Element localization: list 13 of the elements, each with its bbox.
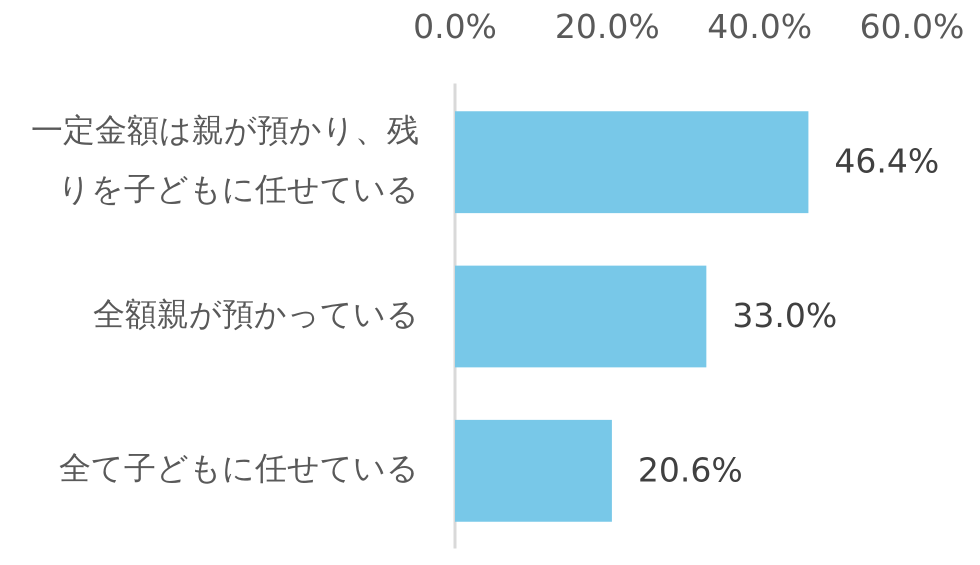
bar [455,111,808,214]
y-tick-label: 全て子どもに任せている [59,449,419,488]
x-tick-label: 0.0% [413,6,497,46]
data-label: 20.6% [638,450,743,490]
bar [455,266,706,368]
x-tick-label: 60.0% [860,6,964,46]
bar [455,420,612,522]
x-tick-label: 40.0% [707,6,812,46]
x-tick-label: 20.0% [554,6,660,46]
data-label: 46.4% [834,142,940,181]
data-label: 33.0% [732,296,838,336]
y-tick-label: 全額親が預かっている [93,294,419,333]
y-tick-label: 一定金額は親が預かり、残りを子どもに任せている [31,110,419,208]
